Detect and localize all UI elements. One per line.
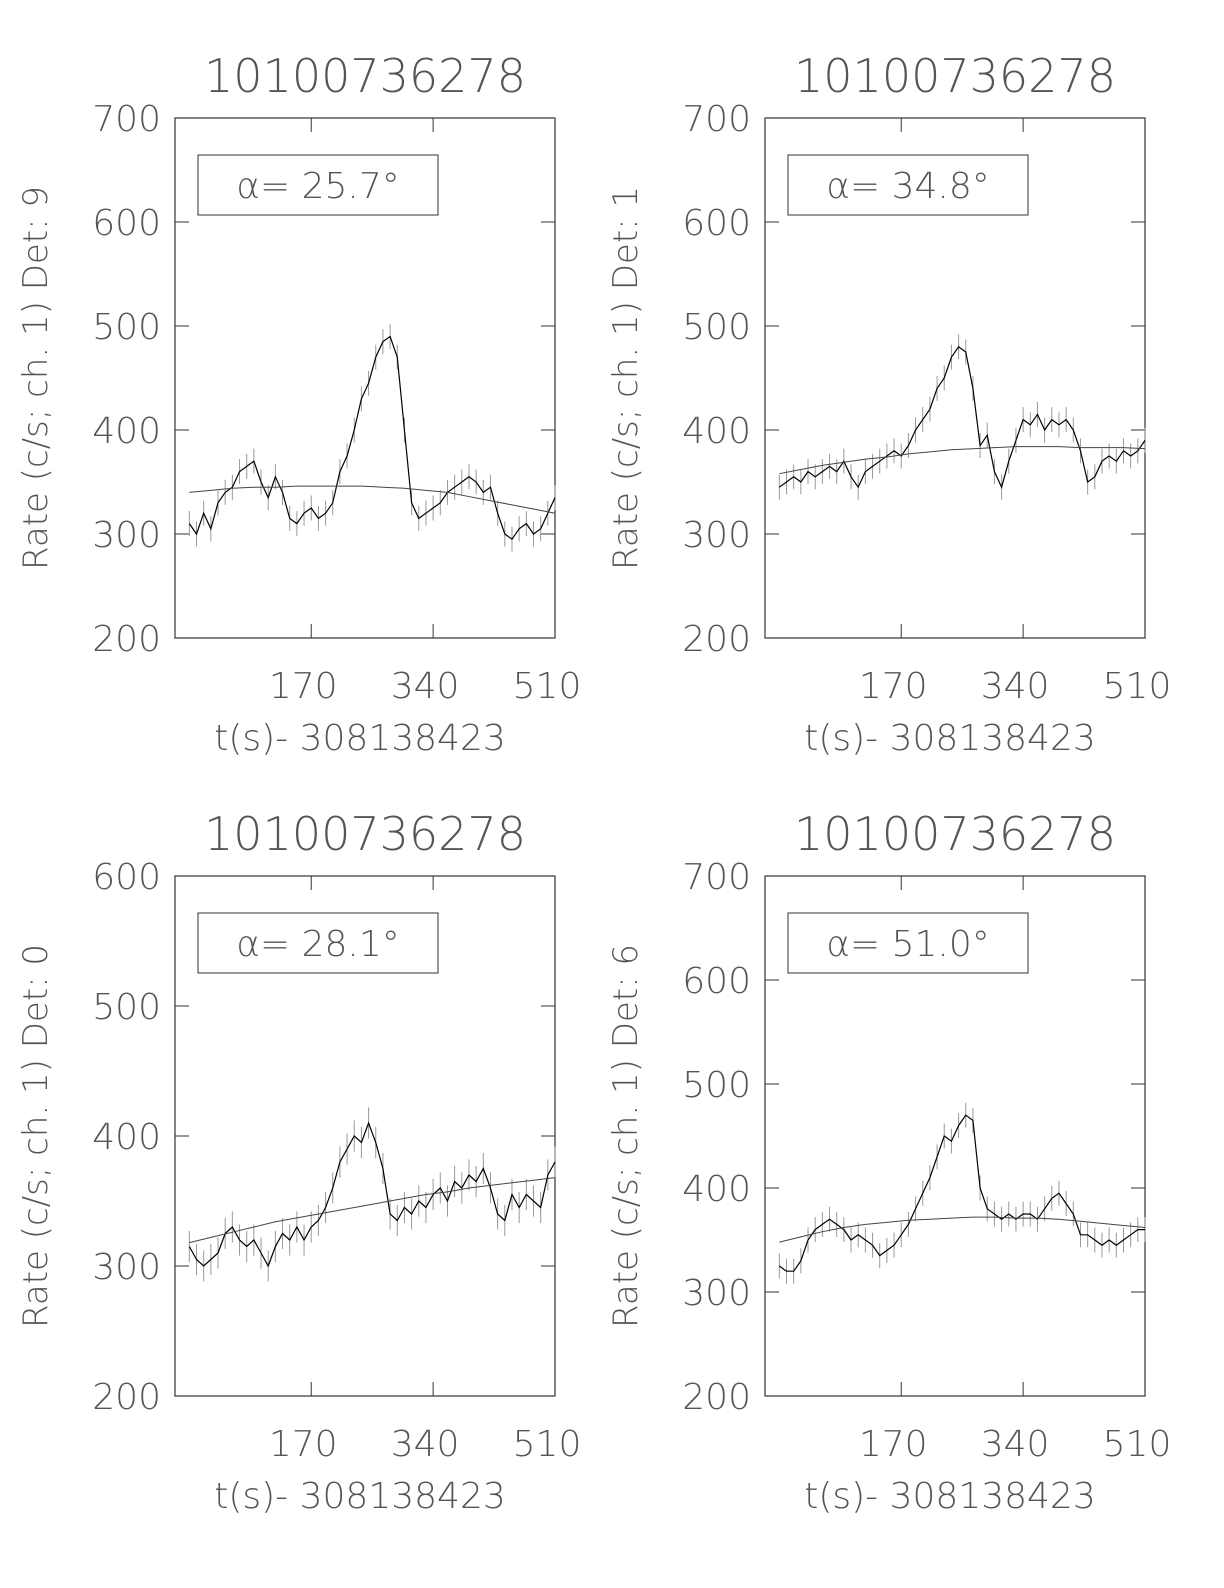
y-axis-label: Rate (c/s; ch. 1) Det: 9: [16, 186, 56, 570]
x-tick-label: 510: [1103, 666, 1172, 707]
x-tick-label: 340: [391, 1424, 460, 1465]
y-tick-label: 200: [682, 1377, 751, 1418]
fit-curve: [189, 1177, 556, 1244]
y-axis-label: Rate (c/s; ch. 1) Det: 0: [16, 944, 56, 1328]
rate-curve: [778, 1114, 1145, 1272]
rate-curve: [188, 1121, 556, 1268]
annotation: α= 25.7°: [236, 166, 400, 207]
y-axis-label: Rate (c/s; ch. 1) Det: 6: [606, 944, 646, 1328]
x-tick-label: 340: [391, 666, 460, 707]
annotation: α= 28.1°: [236, 924, 400, 965]
y-tick-label: 300: [92, 515, 161, 556]
x-tick-label: 170: [269, 1424, 338, 1465]
y-tick-label: 700: [92, 99, 161, 140]
y-tick-label: 600: [682, 961, 751, 1002]
y-tick-label: 700: [682, 857, 751, 898]
panel-title: 10100736278: [204, 807, 526, 861]
y-tick-label: 700: [682, 99, 751, 140]
panel-title: 10100736278: [204, 49, 526, 103]
y-tick-label: 200: [92, 619, 161, 660]
x-tick-label: 340: [981, 666, 1050, 707]
annotation: α= 51.0°: [826, 924, 990, 965]
y-tick-label: 400: [92, 1117, 161, 1158]
y-tick-label: 500: [92, 987, 161, 1028]
x-axis-label: t(s)- 308138423: [804, 1476, 1096, 1517]
y-tick-label: 500: [682, 1065, 751, 1106]
y-tick-label: 400: [682, 411, 751, 452]
annotation-box: [197, 912, 439, 974]
y-tick-label: 600: [92, 857, 161, 898]
x-tick-label: 510: [1103, 1424, 1172, 1465]
annotation-box: [787, 154, 1029, 216]
x-tick-label: 340: [981, 1424, 1050, 1465]
x-axis-label: t(s)- 308138423: [214, 1476, 506, 1517]
plot-frame: [764, 117, 1146, 639]
y-tick-label: 200: [92, 1377, 161, 1418]
y-tick-label: 300: [682, 515, 751, 556]
y-tick-label: 200: [682, 619, 751, 660]
y-tick-label: 500: [682, 307, 751, 348]
fit-curve: [189, 485, 556, 514]
y-tick-label: 300: [92, 1247, 161, 1288]
panel-title: 10100736278: [794, 49, 1116, 103]
x-tick-label: 170: [269, 666, 338, 707]
y-tick-label: 500: [92, 307, 161, 348]
x-tick-label: 510: [513, 666, 582, 707]
annotation-box: [197, 154, 439, 216]
fit-curve: [779, 446, 1146, 475]
annotation-box: [787, 912, 1029, 974]
fit-curve: [779, 1216, 1146, 1243]
y-axis-label: Rate (c/s; ch. 1) Det: 1: [606, 186, 646, 570]
annotation: α= 34.8°: [826, 166, 990, 207]
rate-curve: [778, 345, 1146, 489]
y-tick-label: 600: [682, 203, 751, 244]
y-tick-label: 400: [92, 411, 161, 452]
y-tick-label: 600: [92, 203, 161, 244]
x-tick-label: 170: [859, 1424, 928, 1465]
x-tick-label: 510: [513, 1424, 582, 1465]
plot-frame: [764, 875, 1146, 1397]
plot-frame: [174, 117, 556, 639]
y-tick-label: 400: [682, 1169, 751, 1210]
rate-curve: [188, 335, 556, 541]
y-tick-label: 300: [682, 1273, 751, 1314]
x-tick-label: 170: [859, 666, 928, 707]
x-axis-label: t(s)- 308138423: [804, 718, 1096, 759]
x-axis-label: t(s)- 308138423: [214, 718, 506, 759]
panel-title: 10100736278: [794, 807, 1116, 861]
